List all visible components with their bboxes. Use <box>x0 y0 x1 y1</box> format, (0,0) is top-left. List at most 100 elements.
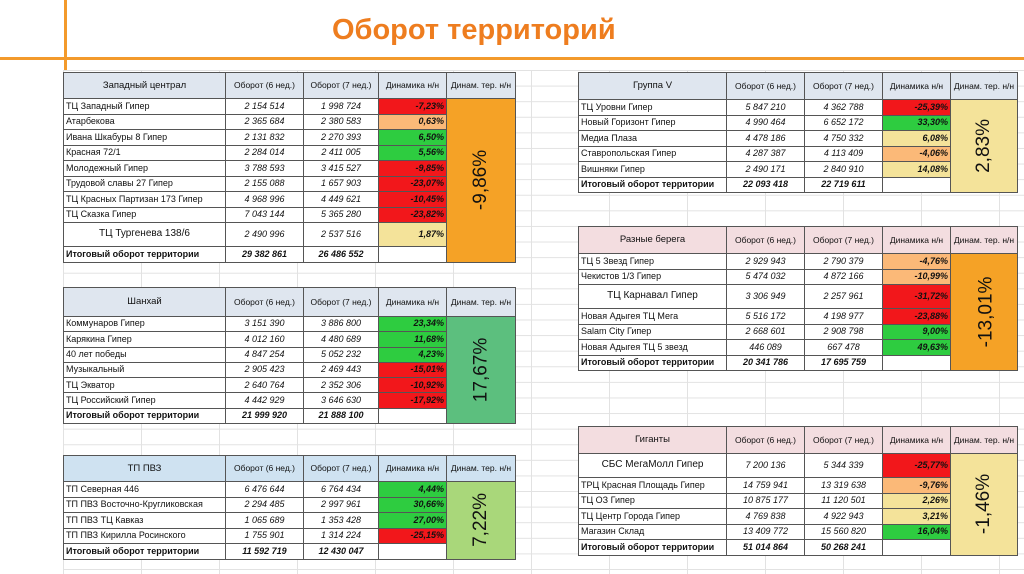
total-row: Итоговый оборот территории 51 014 864 50 2… <box>578 539 1018 556</box>
turnover-week-7: 667 478 <box>804 339 883 356</box>
header-row: Шанхай Оборот (6 нед.) Оборот (7 нед.) Дина… <box>63 287 516 317</box>
turnover-week-6: 1 065 689 <box>225 512 304 529</box>
turnover-week-7: 15 560 820 <box>804 523 883 540</box>
store-name: Магазин Склад <box>578 523 727 540</box>
table-row: Красная 72/1 2 284 014 2 411 005 5,56% <box>63 144 516 161</box>
col-header-dynamics: Динамика н/н <box>378 455 447 482</box>
store-name: Карякина Гипер <box>63 331 226 348</box>
turnover-week-7: 4 113 409 <box>804 145 883 162</box>
header-row: Гиганты Оборот (6 нед.) Оборот (7 нед.) Дин… <box>578 426 1018 454</box>
turnover-week-7: 4 872 166 <box>804 268 883 285</box>
store-name: Атарбекова <box>63 113 226 130</box>
col-header-turnover-7: Оборот (7 нед.) <box>804 226 883 254</box>
table-row: Магазин Склад 13 409 772 15 560 820 16,04% <box>578 523 1018 540</box>
turnover-week-6: 2 365 684 <box>225 113 304 130</box>
table-beregi: Разные берега Оборот (6 нед.) Оборот (7 не… <box>578 226 1018 371</box>
total-turnover-week-6: 51 014 864 <box>726 539 805 556</box>
territory-dynamics-summary: -13,01% <box>950 253 1018 371</box>
total-dynamics-empty <box>378 246 447 263</box>
store-name: ТЦ 5 Звезд Гипер <box>578 253 727 270</box>
col-header-turnover-7: Оборот (7 нед.) <box>303 287 379 317</box>
col-header-turnover-7: Оборот (7 нед.) <box>303 72 379 99</box>
col-header-territory-dynamics: Динам. тер. н/н <box>950 426 1018 454</box>
block-name: Гиганты <box>578 426 727 454</box>
turnover-week-6: 7 043 144 <box>225 206 304 223</box>
dynamics-value: 4,44% <box>378 481 447 498</box>
total-dynamics-empty <box>882 539 951 556</box>
turnover-week-7: 11 120 501 <box>804 492 883 509</box>
total-turnover-week-6: 20 341 786 <box>726 354 805 371</box>
dynamics-value: -25,15% <box>378 527 447 544</box>
store-name: ТП ПВЗ Кирилла Росинского <box>63 527 226 544</box>
total-row: Итоговый оборот территории 22 093 418 22 7… <box>578 176 1018 193</box>
turnover-week-6: 2 905 423 <box>225 361 304 379</box>
turnover-week-6: 2 490 996 <box>225 222 304 247</box>
col-header-territory-dynamics: Динам. тер. н/н <box>446 72 516 99</box>
dynamics-value: 0,63% <box>378 113 447 130</box>
store-name: Новый Горизонт Гипер <box>578 114 727 131</box>
col-header-turnover-7: Оборот (7 нед.) <box>303 455 379 482</box>
turnover-week-6: 6 476 644 <box>225 481 304 498</box>
dynamics-value: -10,92% <box>378 377 447 394</box>
header-row: Западный централ Оборот (6 нед.) Оборот (7… <box>63 72 516 99</box>
total-label: Итоговый оборот территории <box>578 176 727 193</box>
total-turnover-week-7: 26 486 552 <box>303 246 379 263</box>
total-turnover-week-6: 11 592 719 <box>225 543 304 560</box>
total-label: Итоговый оборот территории <box>63 246 226 263</box>
block-name: Западный централ <box>63 72 226 99</box>
table-row: Новая Адыгея ТЦ Мега 5 516 172 4 198 977 -2… <box>578 308 1018 325</box>
dynamics-value: 4,23% <box>378 346 447 363</box>
turnover-week-6: 4 990 464 <box>726 114 805 131</box>
turnover-week-6: 4 769 838 <box>726 508 805 525</box>
dynamics-value: -23,82% <box>378 206 447 223</box>
dynamics-value: 3,21% <box>882 508 951 525</box>
header-row: Разные берега Оборот (6 нед.) Оборот (7 не… <box>578 226 1018 254</box>
total-row: Итоговый оборот территории 21 999 920 21 8… <box>63 407 516 425</box>
store-name: ТЦ Красных Партизан 173 Гипер <box>63 191 226 208</box>
table-gruppa: Группа V Оборот (6 нед.) Оборот (7 нед.) Ди… <box>578 72 1018 193</box>
store-name: Красная 72/1 <box>63 144 226 161</box>
turnover-week-6: 2 131 832 <box>225 129 304 146</box>
table-row: Коммунаров Гипер 3 151 390 3 886 800 23,34%… <box>63 315 516 425</box>
store-name: ТЦ Центр Города Гипер <box>578 508 727 525</box>
turnover-week-7: 4 362 788 <box>804 99 883 116</box>
dynamics-value: -31,72% <box>882 284 951 309</box>
turnover-week-6: 14 759 941 <box>726 477 805 494</box>
turnover-week-7: 13 319 638 <box>804 477 883 494</box>
col-header-dynamics: Динамика н/н <box>882 226 951 254</box>
table-row: Ставропольская Гипер 4 287 387 4 113 409 -4… <box>578 145 1018 162</box>
turnover-week-7: 1 998 724 <box>303 98 379 115</box>
turnover-week-6: 2 490 171 <box>726 161 805 178</box>
orange-horizontal-line <box>0 57 1024 60</box>
territory-dynamics-summary: 2,83% <box>950 99 1018 193</box>
total-dynamics-empty <box>378 407 447 425</box>
turnover-week-6: 4 012 160 <box>225 331 304 348</box>
store-name: ТРЦ Красная Площадь Гипер <box>578 477 727 494</box>
turnover-week-6: 13 409 772 <box>726 523 805 540</box>
table-row: ТП ПВЗ Восточно-Кругликовская 2 294 485 2 … <box>63 496 516 513</box>
store-name: ТП ПВЗ Восточно-Кругликовская <box>63 496 226 513</box>
table-row: ТЦ Экватор 2 640 764 2 352 306 -10,92% <box>63 377 516 394</box>
table-row: ТЦ Тургенева 138/6 2 490 996 2 537 516 1,87… <box>63 222 516 247</box>
dynamics-value: -9,85% <box>378 160 447 177</box>
dynamics-value: 16,04% <box>882 523 951 540</box>
dynamics-value: -25,39% <box>882 99 951 116</box>
dynamics-value: -23,07% <box>378 175 447 192</box>
total-row: Итоговый оборот территории 20 341 786 17 6… <box>578 354 1018 371</box>
dynamics-value: -7,23% <box>378 98 447 115</box>
turnover-week-7: 2 257 961 <box>804 284 883 309</box>
store-name: ТЦ Тургенева 138/6 <box>63 222 226 247</box>
turnover-week-6: 4 478 186 <box>726 130 805 147</box>
table-tppvz: ТП ПВЗ Оборот (6 нед.) Оборот (7 нед.) Дина… <box>63 455 516 560</box>
store-name: ТЦ Сказка Гипер <box>63 206 226 223</box>
total-label: Итоговый оборот территории <box>63 543 226 560</box>
col-header-turnover-6: Оборот (6 нед.) <box>225 287 304 317</box>
table-row: Вишняки Гипер 2 490 171 2 840 910 14,08% <box>578 161 1018 178</box>
table-giganty: Гиганты Оборот (6 нед.) Оборот (7 нед.) Дин… <box>578 426 1018 556</box>
dynamics-value: 27,00% <box>378 512 447 529</box>
turnover-week-7: 2 352 306 <box>303 377 379 394</box>
turnover-week-7: 5 365 280 <box>303 206 379 223</box>
total-turnover-week-7: 50 268 241 <box>804 539 883 556</box>
turnover-week-7: 4 480 689 <box>303 331 379 348</box>
store-name: ТЦ Уровни Гипер <box>578 99 727 116</box>
